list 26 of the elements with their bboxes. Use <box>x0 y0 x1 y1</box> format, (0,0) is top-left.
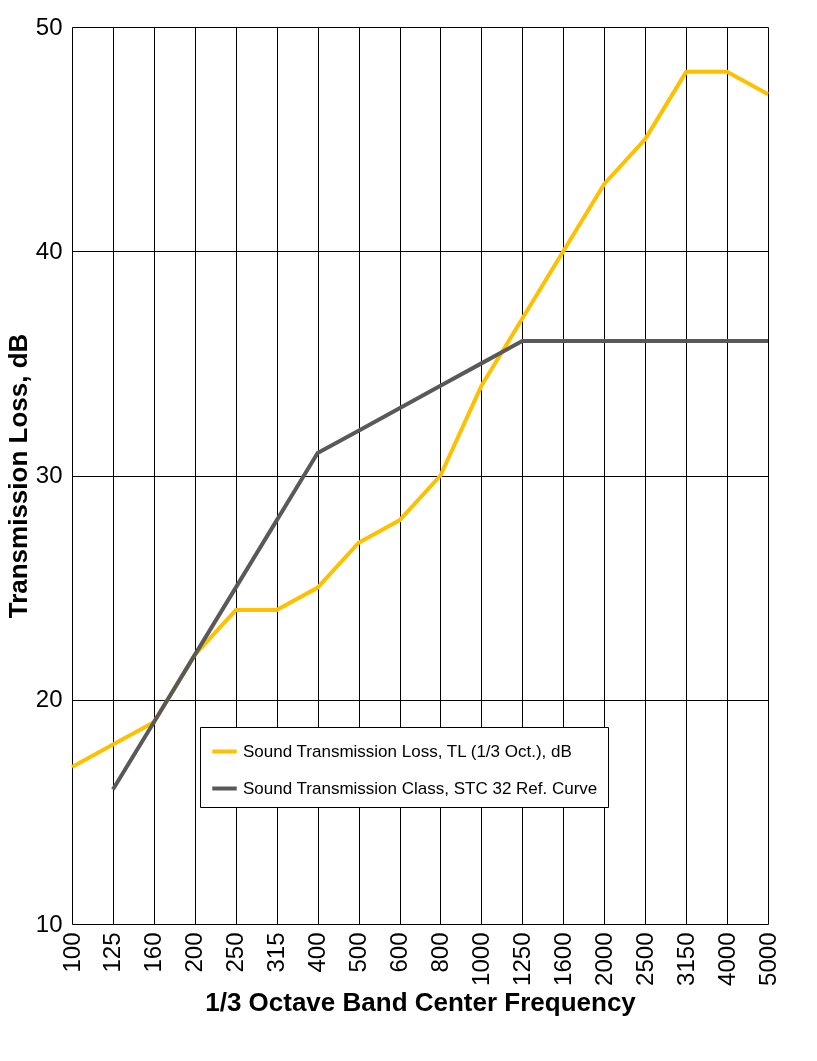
x-tick-label: 200 <box>180 932 208 973</box>
x-tick-label: 5000 <box>753 932 781 986</box>
y-tick-label: 40 <box>35 236 63 264</box>
x-axis-title: 1/3 Octave Band Center Frequency <box>205 986 637 1017</box>
y-tick-label: 30 <box>35 461 63 488</box>
y-axis-title: Transmission Loss, dB <box>2 333 33 619</box>
x-tick-label: 3150 <box>671 932 699 986</box>
x-tick-label: 1000 <box>466 932 494 986</box>
x-tick-label: 160 <box>139 932 167 973</box>
x-tick-label: 600 <box>385 932 413 973</box>
x-tick-label: 2000 <box>589 932 617 986</box>
x-tick-label: 2500 <box>630 932 658 986</box>
x-tick-label: 315 <box>262 932 290 973</box>
x-tick-label: 800 <box>425 932 453 973</box>
legend-label: Sound Transmission Class, STC 32 Ref. Curve <box>243 778 598 798</box>
line-series <box>70 69 770 770</box>
x-tick-label: 125 <box>98 932 126 973</box>
x-tick-label: 4000 <box>712 932 740 986</box>
x-tick-label: 500 <box>344 932 372 973</box>
legend-label: Sound Transmission Loss, TL (1/3 Oct.), dB <box>243 741 572 761</box>
y-tick-label: 20 <box>35 685 63 713</box>
x-tick-label: 400 <box>303 932 331 973</box>
x-tick-label: 1250 <box>507 932 535 986</box>
x-tick-label: 250 <box>221 932 249 973</box>
x-tick-label: 1600 <box>548 932 576 986</box>
y-tick-label: 50 <box>35 12 63 40</box>
